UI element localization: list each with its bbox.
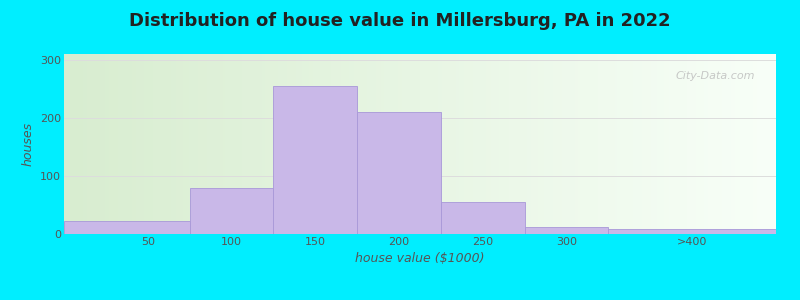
Bar	[357, 112, 441, 234]
Bar	[190, 188, 274, 234]
Text: Distribution of house value in Millersburg, PA in 2022: Distribution of house value in Millersbu…	[129, 12, 671, 30]
Bar	[609, 230, 776, 234]
Bar	[64, 221, 190, 234]
Bar	[274, 86, 357, 234]
Bar	[441, 202, 525, 234]
Bar	[525, 227, 609, 234]
X-axis label: house value ($1000): house value ($1000)	[355, 252, 485, 265]
Text: City-Data.com: City-Data.com	[675, 70, 754, 81]
Y-axis label: houses: houses	[22, 122, 34, 166]
